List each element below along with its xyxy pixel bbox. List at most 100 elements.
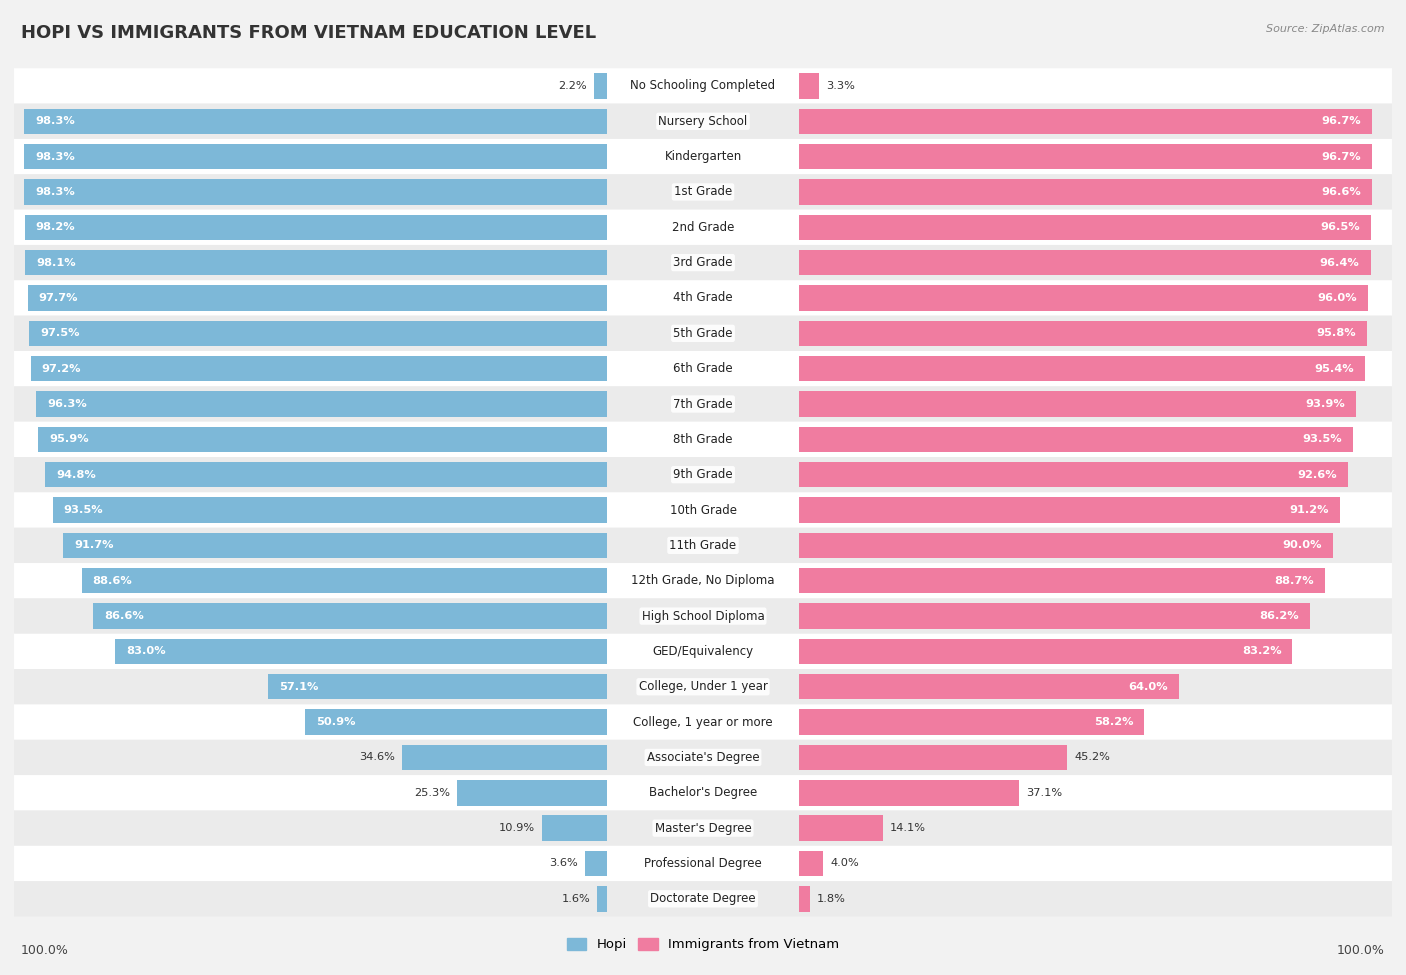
Text: Master's Degree: Master's Degree	[655, 822, 751, 835]
FancyBboxPatch shape	[14, 775, 1392, 810]
Text: 4th Grade: 4th Grade	[673, 292, 733, 304]
Text: Nursery School: Nursery School	[658, 115, 748, 128]
Text: Professional Degree: Professional Degree	[644, 857, 762, 870]
Text: 86.2%: 86.2%	[1260, 611, 1299, 621]
FancyBboxPatch shape	[14, 68, 1392, 103]
Text: 96.0%: 96.0%	[1317, 292, 1357, 303]
Text: 97.5%: 97.5%	[39, 329, 79, 338]
Text: GED/Equivalency: GED/Equivalency	[652, 644, 754, 658]
Bar	[800, 497, 1340, 523]
Text: 97.2%: 97.2%	[42, 364, 82, 373]
Bar	[800, 674, 1178, 699]
FancyBboxPatch shape	[14, 103, 1392, 138]
Text: 96.7%: 96.7%	[1322, 116, 1361, 127]
FancyBboxPatch shape	[14, 846, 1392, 881]
Text: Bachelor's Degree: Bachelor's Degree	[650, 786, 756, 799]
Text: 3.3%: 3.3%	[825, 81, 855, 91]
Text: 93.5%: 93.5%	[1303, 434, 1343, 445]
FancyBboxPatch shape	[14, 564, 1392, 599]
Text: 98.2%: 98.2%	[35, 222, 76, 232]
Text: Associate's Degree: Associate's Degree	[647, 751, 759, 764]
Text: HOPI VS IMMIGRANTS FROM VIETNAM EDUCATION LEVEL: HOPI VS IMMIGRANTS FROM VIETNAM EDUCATIO…	[21, 24, 596, 42]
Bar	[800, 356, 1365, 381]
Text: 95.4%: 95.4%	[1315, 364, 1354, 373]
Bar	[598, 886, 606, 912]
Bar	[800, 391, 1355, 416]
FancyBboxPatch shape	[14, 175, 1392, 210]
Bar	[115, 639, 606, 664]
Bar	[24, 108, 606, 134]
Text: 6th Grade: 6th Grade	[673, 362, 733, 375]
Text: 7th Grade: 7th Grade	[673, 398, 733, 410]
FancyBboxPatch shape	[14, 492, 1392, 527]
Bar	[800, 604, 1310, 629]
Bar	[800, 250, 1371, 275]
FancyBboxPatch shape	[14, 210, 1392, 245]
Text: 100.0%: 100.0%	[1337, 945, 1385, 957]
Bar	[800, 568, 1324, 594]
Bar	[31, 356, 606, 381]
Text: 98.3%: 98.3%	[35, 116, 75, 127]
Bar	[457, 780, 606, 805]
Text: 97.7%: 97.7%	[39, 292, 79, 303]
Bar	[800, 73, 820, 98]
Text: 34.6%: 34.6%	[359, 753, 395, 762]
FancyBboxPatch shape	[14, 669, 1392, 704]
Text: 98.3%: 98.3%	[35, 187, 75, 197]
Text: No Schooling Completed: No Schooling Completed	[630, 79, 776, 93]
Text: 93.5%: 93.5%	[63, 505, 103, 515]
Bar	[800, 815, 883, 840]
Text: 88.6%: 88.6%	[93, 575, 132, 586]
Text: 37.1%: 37.1%	[1026, 788, 1063, 798]
Text: 95.8%: 95.8%	[1316, 329, 1355, 338]
FancyBboxPatch shape	[14, 351, 1392, 386]
Bar	[93, 604, 606, 629]
Text: 96.5%: 96.5%	[1320, 222, 1360, 232]
Bar	[800, 214, 1371, 240]
FancyBboxPatch shape	[14, 599, 1392, 634]
Text: 83.2%: 83.2%	[1241, 646, 1281, 656]
Text: 95.9%: 95.9%	[49, 434, 89, 445]
Text: 96.4%: 96.4%	[1320, 257, 1360, 268]
Text: 94.8%: 94.8%	[56, 470, 96, 480]
Text: 1.6%: 1.6%	[561, 894, 591, 904]
FancyBboxPatch shape	[14, 316, 1392, 351]
Text: 92.6%: 92.6%	[1298, 470, 1337, 480]
Text: College, 1 year or more: College, 1 year or more	[633, 716, 773, 728]
Bar	[305, 710, 606, 735]
FancyBboxPatch shape	[14, 457, 1392, 492]
FancyBboxPatch shape	[14, 704, 1392, 740]
FancyBboxPatch shape	[14, 810, 1392, 846]
Bar	[800, 780, 1019, 805]
Bar	[800, 321, 1367, 346]
Text: 58.2%: 58.2%	[1094, 717, 1133, 727]
Text: 3.6%: 3.6%	[550, 858, 578, 869]
Bar	[52, 497, 606, 523]
Text: 10.9%: 10.9%	[499, 823, 536, 834]
Bar	[800, 108, 1372, 134]
Bar	[800, 462, 1348, 488]
Text: 98.1%: 98.1%	[37, 257, 76, 268]
Text: Source: ZipAtlas.com: Source: ZipAtlas.com	[1267, 24, 1385, 34]
Bar	[541, 815, 606, 840]
Text: 98.3%: 98.3%	[35, 151, 75, 162]
Bar	[25, 214, 606, 240]
Text: 1.8%: 1.8%	[817, 894, 846, 904]
Text: 96.7%: 96.7%	[1322, 151, 1361, 162]
Bar	[800, 710, 1144, 735]
Text: 2nd Grade: 2nd Grade	[672, 220, 734, 234]
Bar	[269, 674, 606, 699]
Text: 14.1%: 14.1%	[890, 823, 927, 834]
Legend: Hopi, Immigrants from Vietnam: Hopi, Immigrants from Vietnam	[561, 932, 845, 956]
Bar	[24, 179, 606, 205]
Text: Kindergarten: Kindergarten	[665, 150, 741, 163]
Bar	[585, 851, 606, 877]
Bar	[800, 427, 1354, 452]
Text: 83.0%: 83.0%	[125, 646, 166, 656]
Text: 93.9%: 93.9%	[1305, 399, 1344, 410]
Text: 96.6%: 96.6%	[1322, 187, 1361, 197]
Bar	[38, 427, 606, 452]
Text: College, Under 1 year: College, Under 1 year	[638, 681, 768, 693]
Text: 11th Grade: 11th Grade	[669, 539, 737, 552]
Text: 91.7%: 91.7%	[75, 540, 114, 551]
